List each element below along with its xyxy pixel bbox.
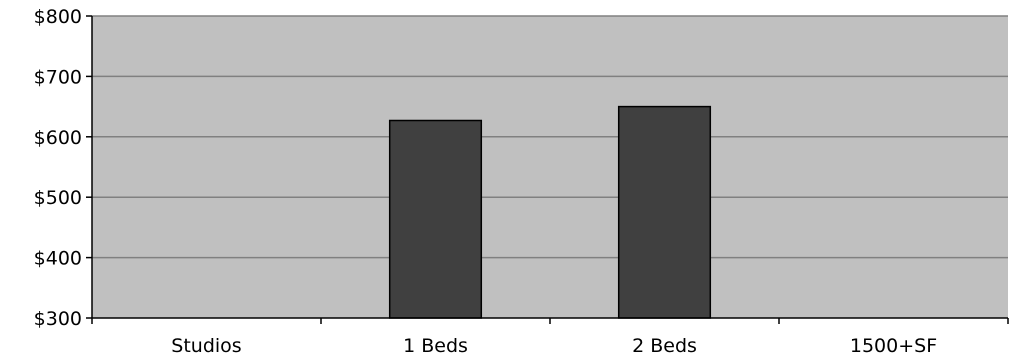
x-tick-label: 1 Beds: [403, 335, 468, 357]
y-tick-label: $500: [34, 187, 82, 209]
y-tick-label: $800: [34, 6, 82, 28]
plot-area: [92, 16, 1008, 318]
bars: [388, 105, 712, 319]
x-tick-label: Studios: [171, 335, 241, 357]
y-tick-label: $400: [34, 248, 82, 270]
x-tick-label: 1500+SF: [850, 335, 937, 357]
y-tick-label: $700: [34, 66, 82, 88]
bar-1-beds: [388, 119, 483, 319]
y-tick-label: $300: [34, 308, 82, 330]
gridlines: [92, 15, 1008, 259]
x-tick-labels: Studios 1 Beds 2 Beds 1500+SF: [171, 335, 937, 357]
x-tick-label: 2 Beds: [632, 335, 697, 357]
y-tick-labels: $300 $400 $500 $600 $700 $800: [34, 6, 82, 330]
bar-2-beds: [617, 105, 712, 319]
axes: [86, 15, 1009, 324]
y-tick-label: $600: [34, 127, 82, 149]
